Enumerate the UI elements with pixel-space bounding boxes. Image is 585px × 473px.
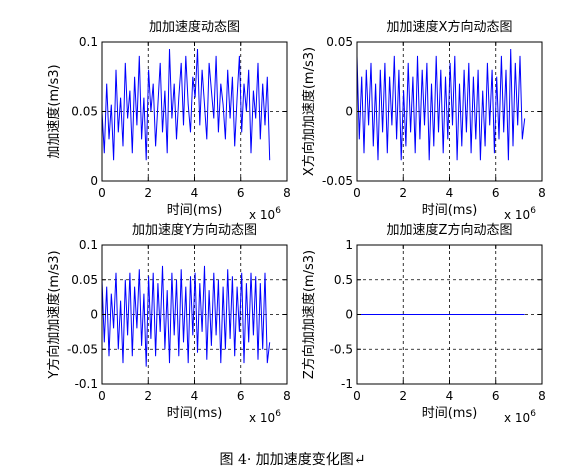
y-tick-label: 0 (345, 308, 353, 322)
figure-caption: 图 4· 加加速度变化图↵ (219, 452, 366, 468)
x-multiplier-label: x 106 (504, 206, 536, 222)
y-tick-label: -0.05 (322, 174, 353, 188)
y-tick-label: -0.05 (67, 342, 98, 356)
x-tick-label: 8 (538, 389, 546, 403)
y-tick-label: 0.1 (79, 238, 98, 252)
x-tick-label: 8 (283, 389, 291, 403)
x-tick-label: 2 (144, 186, 152, 200)
chart-title: 加加速度X方向动态图 (387, 19, 513, 35)
x-tick-label: 4 (191, 186, 199, 200)
y-tick-label: -1 (341, 377, 353, 391)
x-tick-label: 6 (492, 389, 500, 403)
y-axis-label: X方向加加速度(m/s3) (301, 47, 317, 176)
y-tick-label: 0.1 (79, 35, 98, 49)
x-axis-label: 时间(ms) (167, 406, 223, 421)
x-tick-label: 0 (353, 389, 361, 403)
series-line (101, 48, 271, 161)
y-tick-label: -0.5 (330, 342, 353, 356)
y-tick-label: 0 (90, 174, 98, 188)
x-tick-label: 2 (399, 186, 407, 200)
series-line (356, 48, 526, 161)
chart-title: 加加速度动态图 (149, 19, 240, 35)
x-multiplier-label: x 106 (504, 409, 536, 425)
x-multiplier-label: x 106 (249, 206, 281, 222)
y-axis-label: Y方向加加速度(m/s3) (46, 250, 62, 379)
x-multiplier-label: x 106 (249, 409, 281, 425)
y-tick-label: 0 (90, 308, 98, 322)
series-line (101, 265, 271, 367)
y-tick-label: 0.5 (334, 273, 353, 287)
y-axis-label: 加加速度(m/s3) (46, 64, 62, 158)
x-tick-label: 2 (399, 389, 407, 403)
y-tick-label: -0.1 (75, 377, 98, 391)
chart-title: 加加速度Y方向动态图 (132, 222, 257, 238)
x-tick-label: 8 (283, 186, 291, 200)
y-tick-label: 0.05 (71, 105, 98, 119)
x-tick-label: 0 (98, 389, 106, 403)
x-tick-label: 0 (353, 186, 361, 200)
y-tick-label: 0.05 (71, 273, 98, 287)
x-tick-label: 6 (492, 186, 500, 200)
x-axis-label: 时间(ms) (422, 203, 478, 218)
y-tick-label: 0 (345, 105, 353, 119)
x-tick-label: 2 (144, 389, 152, 403)
x-tick-label: 0 (98, 186, 106, 200)
x-tick-label: 6 (237, 389, 245, 403)
x-axis-label: 时间(ms) (167, 203, 223, 218)
x-tick-label: 4 (191, 389, 199, 403)
chart-title: 加加速度Z方向动态图 (387, 222, 513, 238)
x-axis-label: 时间(ms) (422, 406, 478, 421)
x-tick-label: 4 (446, 389, 454, 403)
x-tick-label: 6 (237, 186, 245, 200)
x-tick-label: 8 (538, 186, 546, 200)
y-tick-label: 0.05 (326, 35, 353, 49)
y-tick-label: 1 (345, 238, 353, 252)
x-tick-label: 4 (446, 186, 454, 200)
y-axis-label: Z方向加加速度(m/s3) (301, 250, 317, 379)
